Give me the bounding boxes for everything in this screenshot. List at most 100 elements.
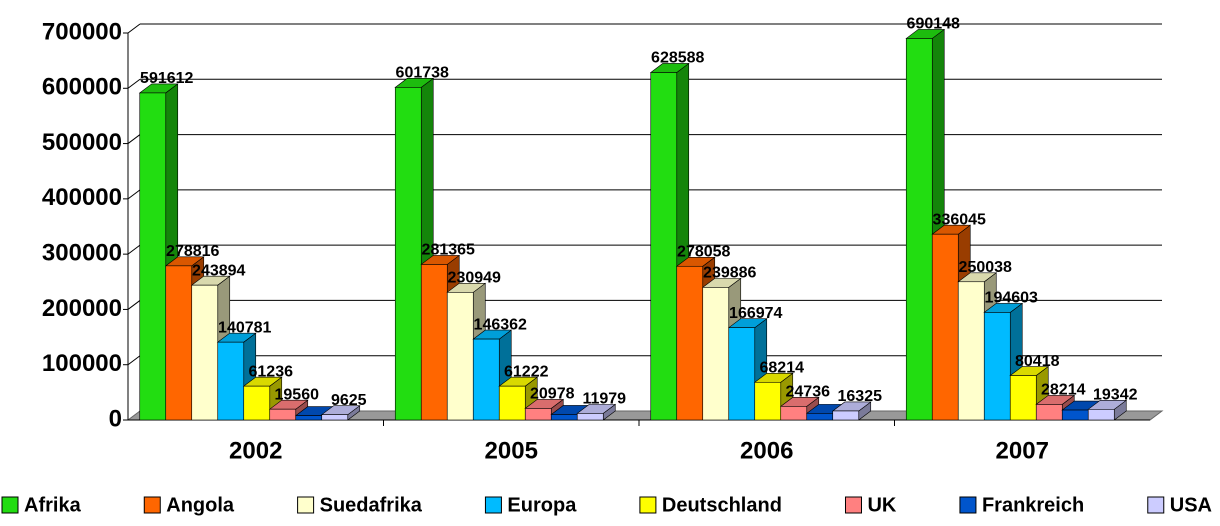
data-label: 146362 — [474, 316, 527, 333]
data-label: 68214 — [760, 360, 805, 377]
legend-item: Angola — [144, 494, 235, 516]
data-label: 24736 — [786, 384, 831, 401]
x-tick-label: 2006 — [740, 437, 793, 464]
bar — [577, 413, 603, 420]
bar — [166, 266, 192, 420]
x-tick-label: 2002 — [229, 437, 282, 464]
grid-line — [128, 300, 140, 309]
data-label: 28214 — [1041, 382, 1086, 399]
data-label: 19342 — [1093, 387, 1138, 404]
y-tick-label: 0 — [109, 405, 122, 432]
data-label: 16325 — [838, 388, 883, 405]
bar — [906, 38, 932, 420]
bar — [703, 287, 729, 420]
bar — [807, 413, 833, 420]
legend-swatch — [144, 497, 160, 513]
bar — [932, 234, 958, 420]
legend-swatch — [485, 497, 501, 513]
legend-label: Afrika — [24, 494, 82, 516]
data-label: 140781 — [218, 319, 271, 336]
grid-line — [128, 245, 140, 254]
data-label: 61222 — [504, 363, 549, 380]
bar — [1062, 410, 1088, 420]
grid-line — [128, 190, 140, 199]
bar — [1088, 409, 1114, 420]
legend-item: Suedafrika — [298, 494, 423, 516]
legend-item: Europa — [485, 494, 577, 516]
y-tick-label: 500000 — [42, 129, 122, 156]
data-label: 278058 — [677, 243, 730, 260]
bar — [192, 285, 218, 420]
data-label: 80418 — [1015, 353, 1060, 370]
bar — [833, 411, 859, 420]
bar — [421, 264, 447, 420]
y-tick-label: 100000 — [42, 350, 122, 377]
bar — [551, 414, 577, 420]
data-label: 9625 — [331, 392, 367, 409]
legend-label: UK — [867, 494, 896, 516]
legend-item: USA — [1148, 494, 1212, 516]
bar — [447, 292, 473, 420]
bar — [218, 342, 244, 420]
data-label: 601738 — [396, 65, 449, 82]
grid-line — [128, 79, 140, 88]
data-label: 166974 — [729, 305, 782, 322]
bar — [755, 382, 781, 420]
legend-swatch — [845, 497, 861, 513]
bar — [525, 408, 551, 420]
x-tick-label: 2007 — [996, 437, 1049, 464]
data-label: 281365 — [422, 242, 475, 259]
y-tick-label: 400000 — [42, 184, 122, 211]
bar — [499, 386, 525, 420]
grid-line — [128, 135, 140, 144]
bar — [677, 266, 703, 420]
legend-item: Afrika — [2, 494, 82, 516]
legend-label: Frankreich — [982, 494, 1084, 516]
bar — [395, 87, 421, 420]
data-label: 20978 — [530, 386, 575, 403]
data-label: 278816 — [166, 243, 219, 260]
bar — [473, 339, 499, 420]
legend-swatch — [2, 497, 18, 513]
bar — [1036, 404, 1062, 420]
chart: 0 100000 200000 300000 400000 500000 600000 700… — [0, 0, 1220, 526]
bar — [958, 282, 984, 420]
legend-label: Suedafrika — [320, 494, 423, 516]
data-label: 690148 — [907, 16, 960, 33]
bar — [781, 406, 807, 420]
legend-label: USA — [1170, 494, 1212, 516]
grid-line — [128, 356, 140, 365]
grid-line — [128, 24, 140, 33]
data-label: 11979 — [582, 391, 626, 408]
legend-label: Deutschland — [662, 494, 782, 516]
data-label: 194603 — [985, 290, 1038, 307]
data-label: 19560 — [275, 386, 320, 403]
bar — [729, 328, 755, 420]
bar — [1010, 376, 1036, 420]
bar — [244, 386, 270, 420]
data-label: 628588 — [651, 50, 704, 67]
data-label: 243894 — [192, 262, 245, 279]
bar — [270, 409, 296, 420]
legend-swatch — [960, 497, 976, 513]
data-label: 230949 — [448, 270, 501, 287]
legend-swatch — [640, 497, 656, 513]
legend-item: Deutschland — [640, 494, 782, 516]
data-label: 61236 — [249, 363, 294, 380]
bar — [651, 72, 677, 420]
x-tick-label: 2005 — [485, 437, 538, 464]
y-tick-label: 200000 — [42, 295, 122, 322]
bar — [322, 415, 348, 420]
y-tick-label: 300000 — [42, 239, 122, 266]
legend-label: Europa — [507, 494, 577, 516]
legend-item: UK — [845, 494, 896, 516]
data-label: 336045 — [933, 211, 986, 228]
y-tick-label: 700000 — [42, 18, 122, 45]
y-tick-label: 600000 — [42, 74, 122, 101]
legend-swatch — [1148, 497, 1164, 513]
legend-item: Frankreich — [960, 494, 1084, 516]
legend-swatch — [298, 497, 314, 513]
bar — [984, 312, 1010, 420]
bar — [140, 93, 166, 420]
bar — [296, 416, 322, 420]
